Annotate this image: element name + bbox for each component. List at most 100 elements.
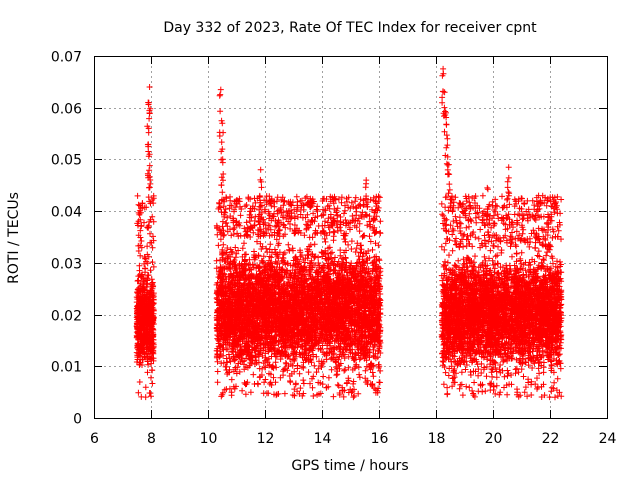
data-point <box>282 359 289 366</box>
data-point <box>145 361 152 368</box>
data-point <box>150 263 157 270</box>
data-point <box>251 195 258 202</box>
data-point <box>297 385 304 392</box>
data-point <box>250 371 257 378</box>
data-point <box>147 288 154 294</box>
data-point <box>148 374 154 381</box>
data-point <box>142 255 149 262</box>
data-point <box>144 369 151 376</box>
data-point <box>281 390 288 397</box>
data-point <box>134 308 140 315</box>
data-point <box>138 348 145 355</box>
data-point <box>214 379 221 386</box>
data-point <box>138 274 145 280</box>
data-point <box>300 377 307 384</box>
data-point <box>137 227 144 234</box>
data-point <box>239 387 246 394</box>
data-point <box>144 307 151 314</box>
data-point <box>149 317 156 324</box>
data-point <box>149 244 156 251</box>
data-point <box>134 220 141 227</box>
data-point <box>214 368 221 375</box>
data-point <box>145 354 152 360</box>
data-point <box>146 322 153 329</box>
data-point <box>137 242 144 249</box>
data-point <box>144 243 151 250</box>
data-point <box>139 316 146 323</box>
data-point <box>352 198 359 205</box>
data-point <box>137 321 143 328</box>
data-point <box>296 370 303 377</box>
data-point <box>140 281 147 288</box>
data-point <box>135 248 142 254</box>
data-point <box>305 369 312 376</box>
data-point <box>147 200 154 207</box>
data-point <box>145 272 152 279</box>
data-point <box>315 223 322 229</box>
data-point <box>311 362 318 369</box>
data-point <box>285 241 292 248</box>
data-point <box>148 393 154 400</box>
data-point <box>150 192 157 199</box>
data-point <box>370 373 377 380</box>
data-point <box>150 301 157 308</box>
data-point <box>138 223 145 230</box>
data-point <box>150 290 157 297</box>
data-point <box>149 259 156 266</box>
data-point <box>141 219 147 226</box>
data-point <box>148 356 155 363</box>
data-point <box>135 389 142 396</box>
data-point <box>366 218 373 225</box>
data-point <box>143 204 150 211</box>
data-point <box>150 331 157 338</box>
data-point <box>148 350 155 357</box>
data-point <box>228 376 235 383</box>
data-point <box>150 283 157 289</box>
data-point <box>366 233 373 240</box>
data-point <box>292 380 299 387</box>
data-point <box>320 373 327 380</box>
data-point <box>367 238 374 245</box>
data-point <box>137 202 144 209</box>
data-point <box>138 238 145 244</box>
data-point <box>136 344 143 350</box>
data-point <box>334 381 341 388</box>
data-point <box>376 379 383 386</box>
data-point <box>332 254 338 261</box>
data-point <box>149 355 156 361</box>
data-point <box>134 192 141 199</box>
data-point <box>341 207 348 214</box>
data-point <box>262 376 269 383</box>
data-point <box>140 305 146 312</box>
data-point <box>137 333 144 340</box>
data-point <box>310 393 317 399</box>
data-point <box>325 374 332 381</box>
data-point <box>145 222 152 229</box>
data-point <box>136 262 143 269</box>
data-point <box>150 233 156 240</box>
data-point <box>272 359 279 366</box>
data-point <box>149 380 156 387</box>
data-point <box>322 238 329 245</box>
data-point <box>330 393 337 400</box>
data-point <box>138 393 145 400</box>
data-point <box>147 216 154 223</box>
data-point <box>143 280 150 287</box>
data-point <box>135 328 141 335</box>
data-point <box>277 356 284 363</box>
data-point <box>133 349 140 356</box>
data-point <box>227 193 233 200</box>
data-point <box>142 384 149 391</box>
data-point <box>141 286 148 293</box>
data-point <box>261 379 268 386</box>
data-point <box>146 390 153 396</box>
data-point <box>237 212 244 219</box>
data-point <box>230 226 237 233</box>
data-point <box>150 343 157 350</box>
data-point <box>341 210 347 217</box>
data-point <box>135 342 142 349</box>
data-point <box>377 218 384 225</box>
data-point <box>135 232 142 239</box>
data-point <box>135 277 142 284</box>
data-point <box>144 358 151 365</box>
